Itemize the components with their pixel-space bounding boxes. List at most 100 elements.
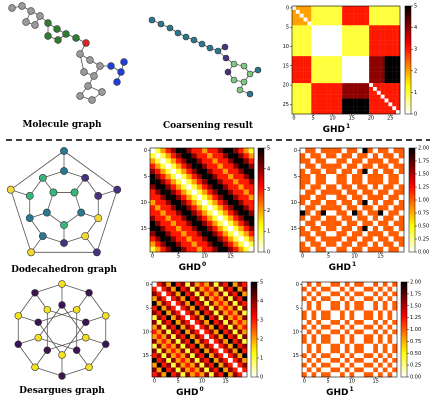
heatmap-cell	[180, 334, 186, 340]
heatmap-cell	[382, 353, 388, 359]
heatmap-cell	[353, 44, 358, 49]
heatmap-cell	[171, 291, 176, 297]
heatmap-cell	[319, 98, 324, 103]
heatmap-cell	[361, 6, 366, 11]
heatmap-cell	[306, 362, 312, 368]
heatmap-cell	[363, 329, 369, 335]
heatmap-cell	[156, 343, 162, 349]
heatmap-cell	[242, 305, 248, 311]
heatmap-cell	[326, 200, 332, 206]
heatmap-cell	[378, 367, 383, 373]
desargues-node	[82, 334, 90, 342]
heatmap-cell	[373, 362, 379, 368]
heatmap-cell	[307, 13, 312, 18]
heatmap-cell	[388, 94, 393, 99]
heatmap-cell	[335, 362, 341, 368]
molecule-node	[44, 32, 52, 40]
heatmap-cell	[150, 226, 156, 232]
heatmap-cell	[357, 60, 362, 65]
heatmap-cell	[180, 320, 186, 325]
heatmap-cell	[330, 33, 335, 38]
heatmap-cell	[346, 63, 351, 68]
heatmap-cell	[373, 87, 378, 92]
heatmap-cell	[334, 33, 339, 38]
heatmap-cell	[196, 163, 203, 169]
heatmap-cell	[382, 286, 388, 292]
heatmap-cell	[331, 205, 337, 211]
heatmap-cell	[338, 13, 343, 18]
heatmap-cell	[392, 40, 397, 45]
heatmap-cell	[342, 9, 347, 14]
dodecahedron-node	[81, 173, 90, 182]
heatmap-cell	[335, 339, 341, 344]
desargues-edge	[37, 322, 63, 356]
heatmap-cell	[387, 320, 393, 325]
heatmap-cell	[336, 163, 342, 169]
heatmap-cell	[302, 348, 307, 354]
heatmap-cell	[232, 286, 238, 292]
heatmap-cell	[212, 179, 218, 185]
heatmap-cell	[354, 310, 360, 316]
heatmap-cell	[349, 40, 354, 45]
coarsening-label: Coarsening result	[163, 121, 254, 131]
heatmap-cell	[349, 358, 355, 363]
heatmap-cell	[190, 358, 195, 363]
heatmap-cell	[336, 158, 342, 164]
heatmap-cell	[376, 63, 381, 68]
heatmap-cell	[331, 168, 337, 175]
heatmap-cell	[209, 291, 214, 297]
heatmap-cell	[315, 79, 320, 84]
heatmap-cell	[228, 163, 234, 169]
heatmap-cell	[384, 63, 389, 68]
heatmap-cell	[237, 282, 243, 287]
heatmap-cell	[342, 98, 347, 103]
heatmap-cell	[171, 339, 176, 344]
heatmap-cell	[307, 98, 312, 103]
heatmap-cell	[152, 348, 157, 354]
heatmap-cell	[357, 194, 363, 201]
heatmap-cell	[388, 33, 393, 38]
heatmap-cell	[160, 220, 166, 227]
heatmap-cell	[155, 215, 161, 221]
heatmap-cell	[223, 353, 229, 359]
heatmap-cell	[398, 200, 405, 206]
heatmap-cell	[330, 17, 335, 22]
heatmap-cell	[334, 102, 339, 107]
heatmap-cell	[315, 52, 320, 57]
heatmap-cell	[392, 52, 397, 57]
heatmap-cell	[357, 94, 362, 99]
heatmap-cell	[315, 90, 320, 95]
heatmap-title: GHD	[176, 388, 198, 398]
heatmap-cell	[369, 87, 374, 92]
heatmap-cell	[161, 362, 167, 368]
heatmap-cell	[393, 194, 399, 201]
colorbar-tick-label: 1.00	[410, 327, 421, 333]
heatmap-cell	[335, 310, 341, 316]
heatmap-cell	[383, 200, 389, 206]
molecule-node	[96, 62, 104, 70]
heatmap-cell	[311, 348, 317, 354]
heatmap-cell	[338, 106, 343, 111]
heatmap-cell	[322, 102, 327, 107]
heatmap-cell	[373, 63, 378, 68]
heatmap-cell	[322, 60, 327, 65]
heatmap-cell	[160, 163, 166, 169]
colorbar	[250, 281, 258, 378]
molecule-node	[54, 36, 62, 44]
heatmap-cell	[335, 282, 341, 287]
heatmap-cell	[380, 106, 385, 111]
heatmap-cell	[237, 301, 243, 306]
heatmap-cell	[372, 179, 379, 185]
heatmap-cell	[326, 210, 332, 216]
heatmap-cell	[341, 194, 347, 201]
heatmap-cell	[199, 362, 205, 368]
coarsened-node	[230, 60, 238, 68]
heatmap-cell	[361, 21, 366, 26]
heatmap-cell	[218, 291, 224, 297]
heatmap-cell	[369, 83, 374, 88]
heatmap-cell	[222, 215, 229, 221]
heatmap-cell	[315, 44, 320, 49]
heatmap-cell	[303, 90, 308, 95]
heatmap-cell	[357, 153, 363, 159]
heatmap-cell	[380, 102, 385, 107]
